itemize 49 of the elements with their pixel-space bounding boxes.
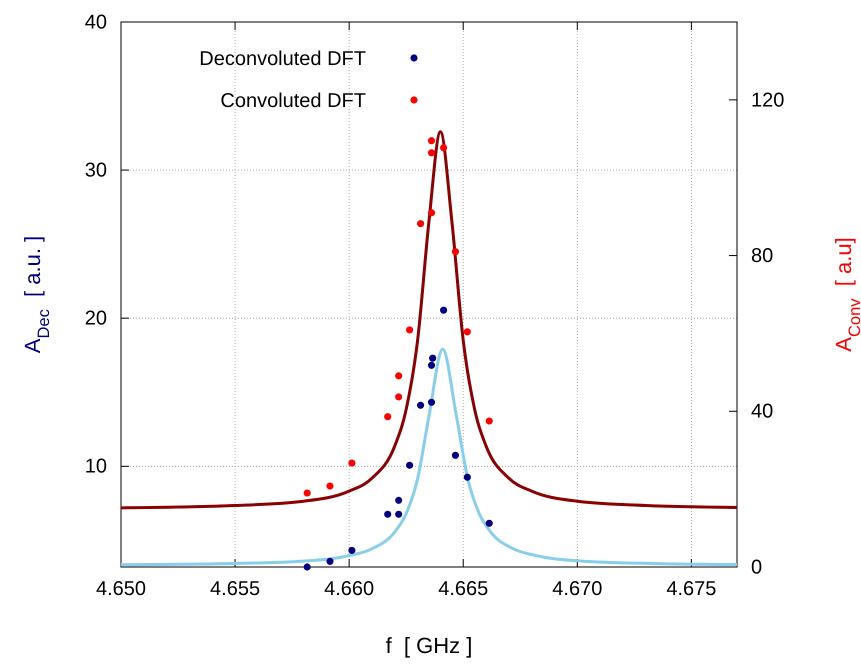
point [384, 510, 392, 518]
point [486, 520, 493, 527]
y-tick-label: 10 [84, 456, 107, 478]
point [452, 248, 460, 256]
point [304, 563, 311, 571]
point [440, 144, 448, 152]
point [395, 393, 402, 400]
point [395, 496, 402, 504]
point [464, 328, 471, 336]
y-tick-label: 20 [84, 308, 107, 330]
x-axis-title: f [ GHz ] [386, 633, 472, 658]
point [416, 220, 424, 228]
point [326, 482, 334, 490]
point [429, 354, 436, 362]
y2-tick-label: 40 [751, 400, 774, 423]
point [440, 306, 448, 314]
point [326, 558, 334, 565]
x-tick-label: 4.670 [552, 578, 602, 600]
y2-tick-label: 0 [751, 556, 762, 578]
y-tick-label: 30 [84, 160, 107, 182]
legend-label: Deconvoluted DFT [199, 48, 366, 70]
x-tick-label: 4.665 [438, 578, 488, 600]
point [348, 546, 356, 554]
point [416, 402, 424, 409]
point [428, 398, 436, 406]
point [406, 462, 414, 469]
x-tick-label: 4.650 [96, 578, 146, 600]
point [304, 489, 311, 497]
legend-label: Convoluted DFT [220, 90, 366, 112]
x-tick-label: 4.655 [210, 578, 260, 600]
line-series [120, 130, 738, 510]
x-tick-label: 4.675 [666, 578, 716, 600]
point [464, 474, 471, 481]
point [486, 417, 493, 425]
point [395, 510, 402, 518]
point [384, 413, 392, 420]
point [428, 209, 436, 216]
point [428, 362, 436, 369]
y2-tick-label: 80 [751, 244, 774, 267]
y-tick-label: 40 [84, 11, 107, 34]
point [452, 452, 460, 459]
x-tick-label: 4.660 [324, 578, 374, 600]
point [395, 372, 402, 380]
point [428, 137, 436, 144]
point [428, 149, 436, 156]
point [348, 460, 356, 467]
line-series [120, 348, 738, 566]
point [406, 326, 414, 334]
y2-tick-label: 120 [751, 89, 784, 112]
